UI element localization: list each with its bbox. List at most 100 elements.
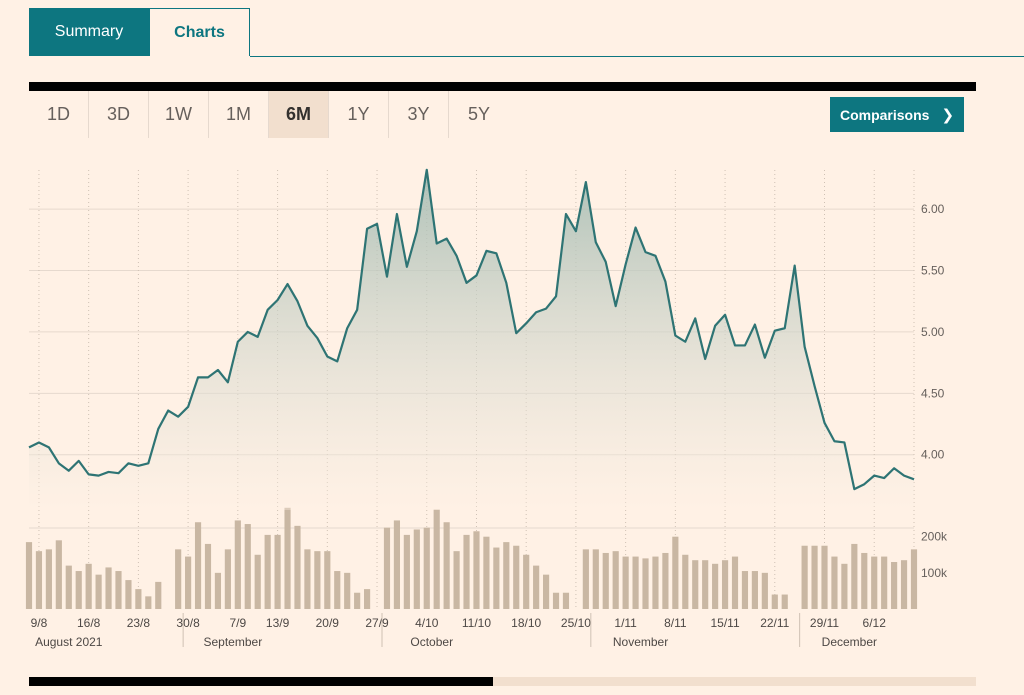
x-tick-label: 30/8	[176, 616, 200, 630]
volume-bar	[503, 542, 510, 609]
volume-bar	[682, 554, 689, 609]
volume-bar	[304, 549, 311, 609]
chevron-right-icon: ❯	[941, 106, 955, 124]
month-label: September	[203, 635, 262, 649]
volume-bar	[125, 580, 132, 609]
volume-bar	[35, 551, 43, 609]
volume-bar	[413, 529, 420, 609]
volume-bar	[433, 509, 440, 609]
volume-bar	[423, 527, 430, 609]
volume-bar	[274, 534, 281, 609]
volume-bar	[403, 534, 410, 609]
volume-bar	[453, 551, 460, 609]
volume-tick-label: 200k	[921, 530, 948, 544]
volume-bar	[155, 581, 162, 609]
volume-bar	[65, 565, 72, 609]
volume-bar	[105, 567, 112, 609]
volume-bar	[702, 560, 709, 609]
x-tick-label: 29/11	[810, 616, 839, 630]
volume-bar	[562, 592, 570, 609]
volume-bar	[254, 554, 261, 609]
volume-bar	[234, 520, 241, 609]
volume-bar	[761, 572, 768, 609]
x-tick-label: 22/11	[760, 616, 789, 630]
volume-tick-label: 100k	[921, 566, 948, 580]
volume-bar	[55, 540, 62, 609]
chart-scrollbar-thumb[interactable]	[29, 677, 494, 686]
y-tick-label: 4.00	[921, 448, 945, 462]
volume-bar	[383, 527, 391, 609]
volume-bar	[881, 556, 888, 609]
range-1m[interactable]: 1M	[209, 91, 269, 138]
volume-bar	[244, 524, 251, 609]
tab-summary[interactable]: Summary	[29, 8, 149, 56]
x-tick-label: 20/9	[316, 616, 340, 630]
volume-bar	[721, 560, 729, 609]
volume-bar	[811, 545, 818, 609]
x-tick-label: 6/12	[863, 616, 887, 630]
tab-bar: Summary Charts	[29, 8, 250, 56]
x-tick-label: 1/11	[614, 616, 637, 630]
volume-bars	[25, 507, 918, 609]
volume-bar	[632, 556, 639, 609]
volume-bar	[771, 594, 778, 609]
y-tick-label: 6.00	[921, 202, 945, 216]
volume-bar	[145, 596, 152, 609]
volume-bar	[314, 551, 321, 609]
volume-bar	[731, 556, 739, 609]
volume-bar	[135, 589, 142, 609]
comparisons-label: Comparisons	[839, 106, 930, 123]
volume-bar	[284, 507, 291, 609]
range-1y[interactable]: 1Y	[329, 91, 389, 138]
y-tick-label: 5.50	[921, 264, 945, 278]
volume-bar	[185, 556, 192, 609]
range-1d[interactable]: 1D	[29, 91, 89, 138]
y-axis: 6.00 5.50 5.00 4.50 4.00 200k 100k	[921, 202, 948, 580]
chart-top-bar	[29, 82, 976, 91]
volume-bar	[523, 554, 530, 609]
month-label: August 2021	[35, 635, 103, 649]
range-3y[interactable]: 3Y	[389, 91, 449, 138]
volume-bar	[841, 563, 848, 609]
comparisons-button[interactable]: Comparisons ❯	[830, 97, 964, 132]
chart-scrollbar-track[interactable]	[29, 677, 976, 686]
volume-bar	[602, 552, 609, 609]
volume-bar	[741, 571, 749, 609]
range-5y[interactable]: 5Y	[467, 104, 491, 124]
range-6m[interactable]: 6M	[269, 91, 329, 138]
range-1w[interactable]: 1W	[149, 91, 209, 138]
volume-bar	[871, 556, 878, 609]
volume-bar	[751, 571, 758, 609]
price-chart[interactable]: 6.00 5.50 5.00 4.50 4.00 200k 100k 9/8 16/8 23/8…	[0, 160, 1024, 660]
x-tick-label: 23/8	[127, 616, 151, 630]
volume-bar	[334, 571, 341, 609]
y-tick-label: 4.50	[921, 386, 945, 400]
price-area	[28, 168, 915, 510]
volume-bar	[364, 589, 371, 609]
x-tick-label: 9/8	[31, 616, 48, 630]
month-label: November	[613, 635, 668, 649]
volume-bar	[483, 536, 490, 609]
volume-bar	[264, 534, 271, 609]
volume-bar	[592, 549, 599, 609]
volume-bar	[582, 549, 589, 609]
x-tick-label: 4/10	[415, 616, 439, 630]
x-tick-label: 27/9	[365, 616, 389, 630]
volume-bar	[712, 563, 719, 609]
x-axis: 9/8 16/8 23/8 30/8 7/9 13/9 20/9 27/9 4/10 11/10 1…	[31, 613, 887, 649]
x-tick-label: 15/11	[710, 616, 739, 630]
x-tick-label: 7/9	[229, 616, 246, 630]
month-label: October	[410, 635, 453, 649]
volume-bar	[533, 565, 540, 609]
range-3d[interactable]: 3D	[89, 91, 149, 138]
x-tick-label: 8/11	[664, 616, 687, 630]
volume-bar	[204, 543, 212, 609]
volume-bar	[85, 563, 92, 609]
tab-charts[interactable]: Charts	[149, 8, 250, 56]
x-tick-label: 11/10	[462, 616, 491, 630]
volume-bar	[473, 531, 480, 609]
price-line	[28, 168, 915, 491]
volume-bar	[115, 571, 122, 609]
volume-bar	[612, 551, 619, 609]
volume-bar	[861, 552, 868, 609]
